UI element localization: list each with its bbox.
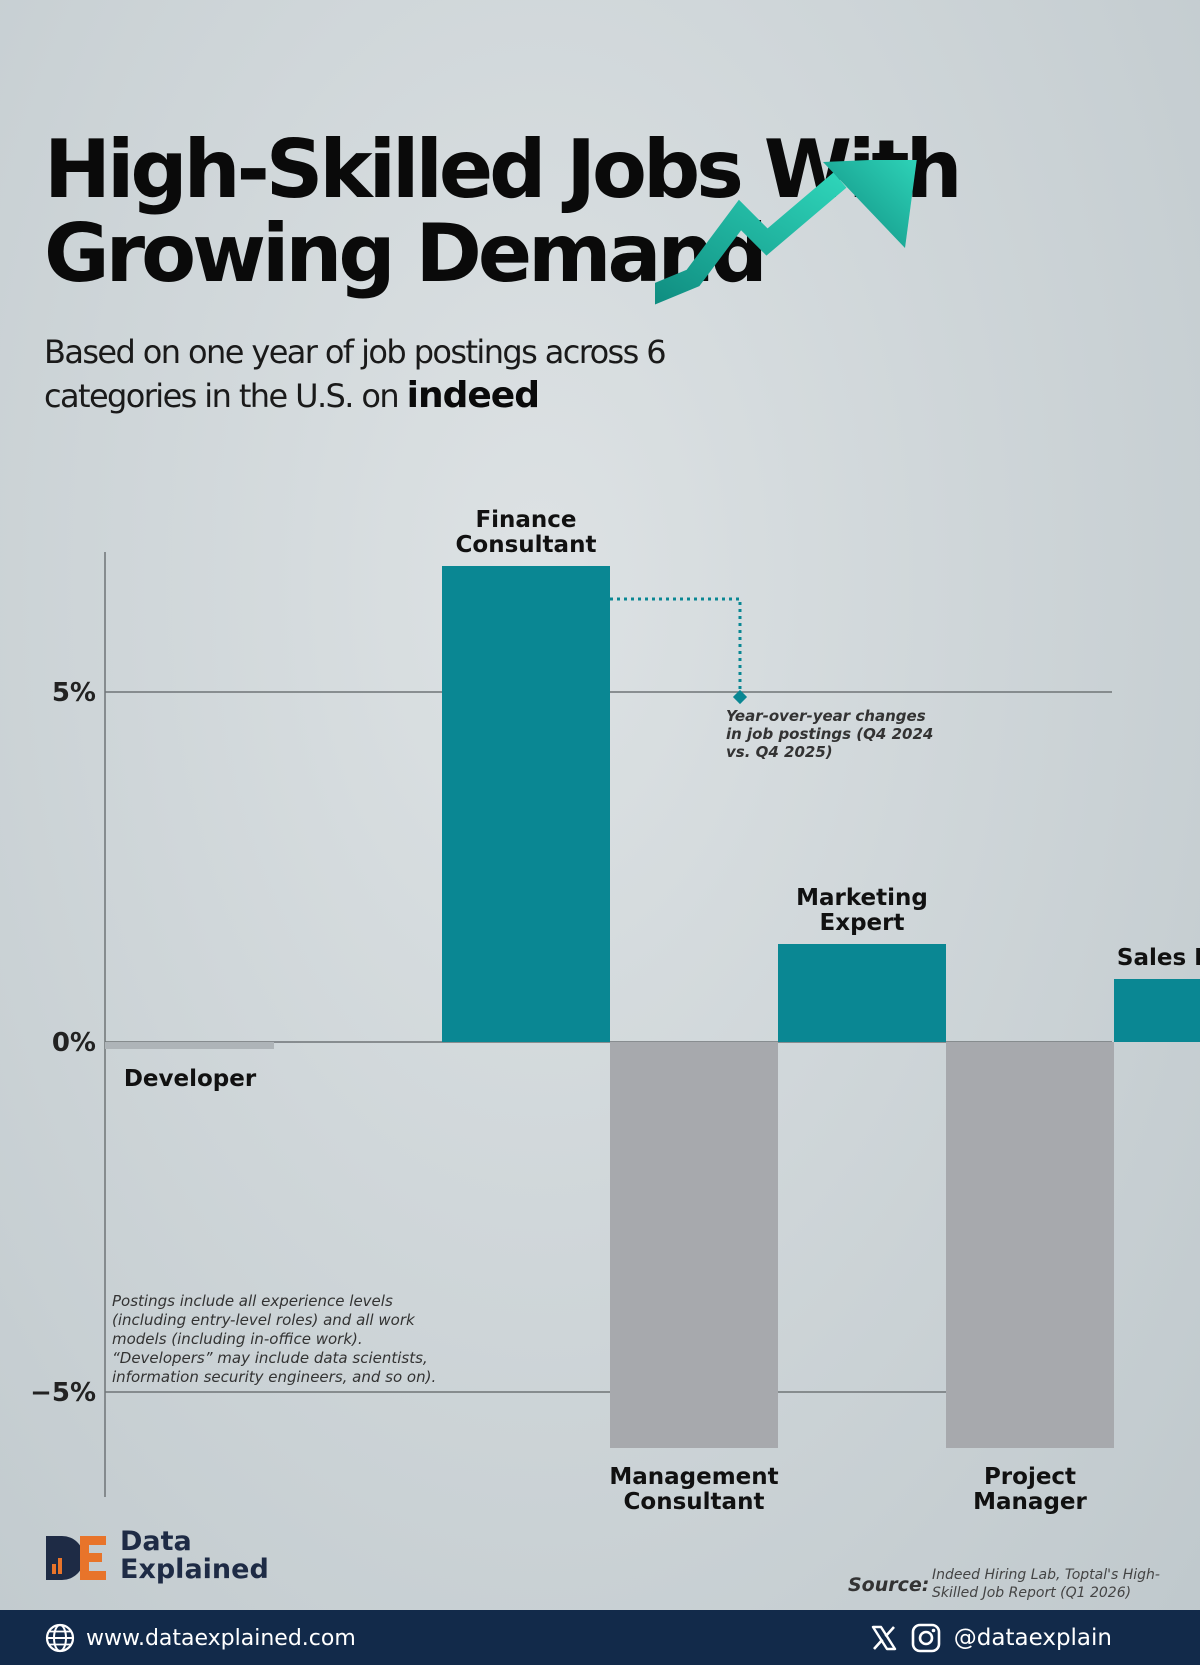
- globe-icon: [45, 1623, 75, 1653]
- bar: [105, 1042, 274, 1049]
- bar-label: Project: [984, 1464, 1076, 1490]
- data-explained-logo-icon: [46, 1536, 106, 1580]
- indeed-logo: indeed: [406, 375, 540, 416]
- bar-label: Sales Expert: [1117, 945, 1200, 971]
- bar-chart: 5%0%−5%DeveloperFinanceConsultantManagem…: [30, 507, 1200, 1515]
- bar: [778, 944, 946, 1042]
- bar: [946, 1042, 1114, 1448]
- bar-label: Manager: [973, 1489, 1087, 1515]
- source: Source: Indeed Hiring Lab, Toptal's High…: [848, 1566, 1188, 1612]
- annotation-leader-line: [610, 597, 742, 697]
- subtitle-line-1: Based on one year of job postings across…: [44, 333, 667, 371]
- bar-label: Marketing: [796, 885, 928, 911]
- annotation-marker: [732, 689, 748, 705]
- subtitle-line-2: categories in the U.S. on: [44, 377, 400, 415]
- bar: [1114, 979, 1200, 1042]
- annotation-text: vs. Q4 2025): [726, 743, 833, 761]
- instagram-icon[interactable]: [910, 1622, 942, 1654]
- footnote: Postings include all experience levels (…: [112, 1292, 437, 1386]
- y-tick-label: −5%: [30, 1378, 96, 1408]
- bar: [610, 1042, 778, 1448]
- bar-label: Consultant: [456, 532, 597, 558]
- y-tick-label: 5%: [52, 678, 96, 708]
- title-line-2: Growing Demand: [44, 207, 768, 300]
- annotation-text: Year-over-year changes: [726, 707, 926, 725]
- x-logo-icon[interactable]: [870, 1624, 898, 1652]
- brand-line-2: Explained: [120, 1554, 269, 1585]
- website-url: www.dataexplained.com: [86, 1625, 356, 1651]
- y-tick-label: 0%: [52, 1028, 96, 1058]
- page-title: High-Skilled Jobs With Growing Demand: [44, 128, 963, 300]
- social-handle[interactable]: @dataexplain: [953, 1625, 1112, 1651]
- source-text: Indeed Hiring Lab, Toptal's High-Skilled…: [932, 1567, 1160, 1601]
- brand-line-1: Data: [120, 1526, 192, 1557]
- social-links: @dataexplain: [870, 1621, 1112, 1655]
- trend-arrow-icon: [655, 160, 917, 305]
- bar-label: Finance: [475, 507, 576, 533]
- bar: [442, 566, 610, 1042]
- bar-label: Management: [609, 1464, 778, 1490]
- bar-label: Consultant: [624, 1489, 765, 1515]
- source-label: Source:: [848, 1574, 930, 1596]
- bar-label: Developer: [124, 1066, 257, 1092]
- bar-label: Expert: [820, 910, 905, 936]
- subtitle: Based on one year of job postings across…: [44, 330, 804, 418]
- annotation-text: in job postings (Q4 2024: [726, 725, 933, 743]
- brand: Data Explained: [44, 1526, 304, 1586]
- website-link[interactable]: www.dataexplained.com: [44, 1621, 356, 1655]
- footer-bar: www.dataexplained.com @dataexplain: [0, 1610, 1200, 1665]
- brand-name: Data Explained: [120, 1528, 269, 1584]
